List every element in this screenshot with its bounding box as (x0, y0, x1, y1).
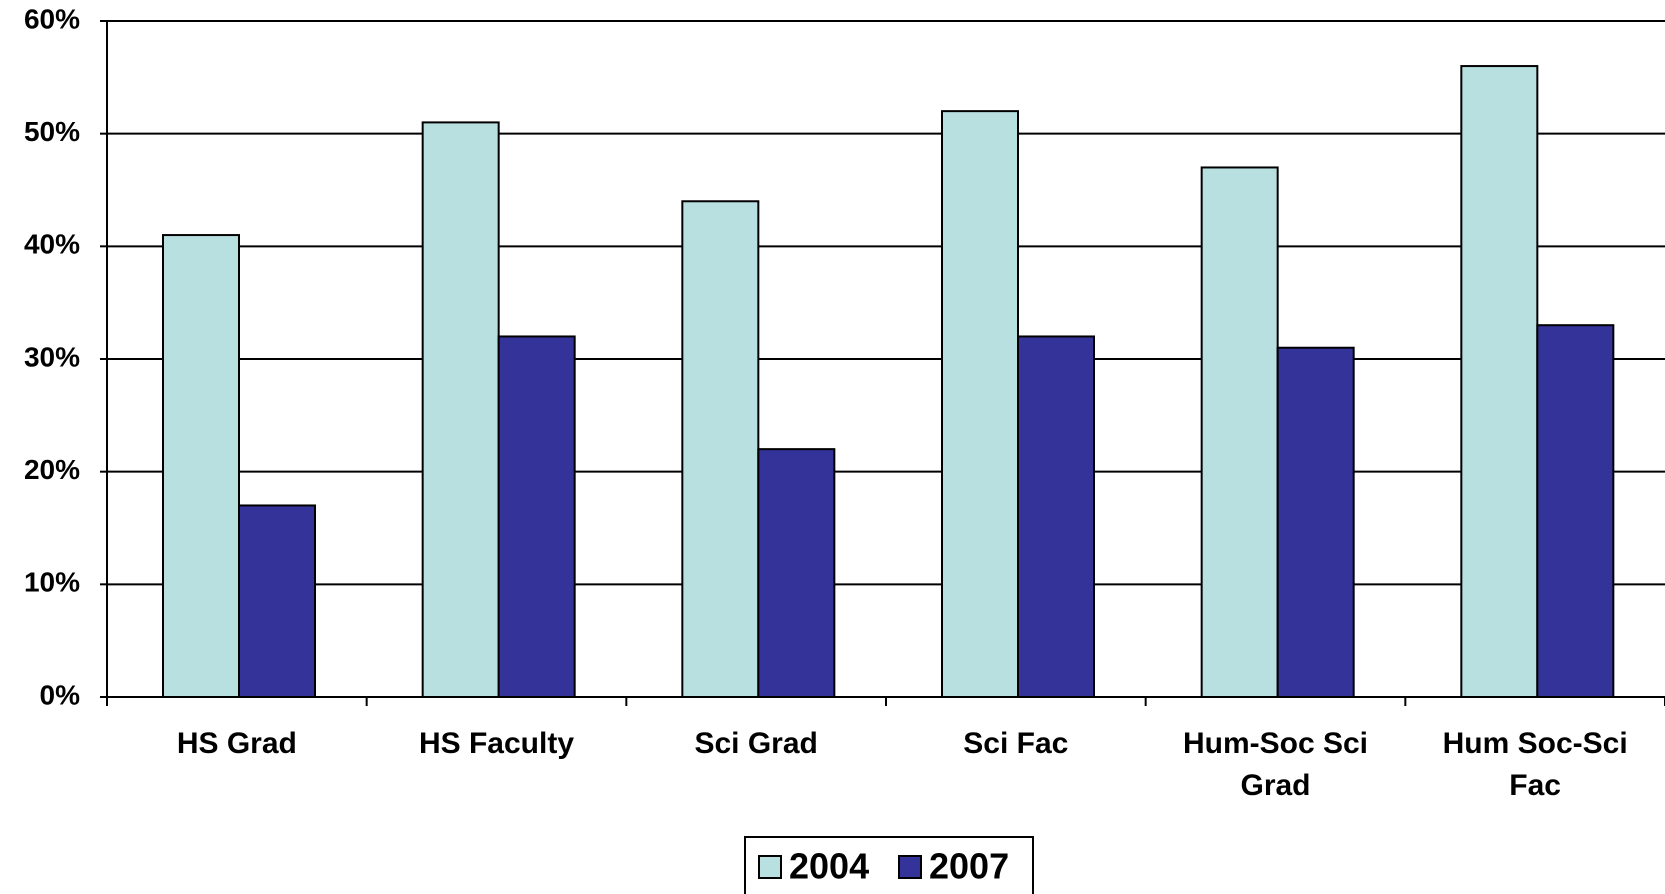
bar (238, 504, 316, 699)
bar (1536, 324, 1615, 698)
x-tick-label: HS Faculty (418, 727, 575, 760)
bar (421, 121, 500, 698)
x-tick-label: Hum Soc-Sci Fac (1442, 727, 1628, 802)
bar (1017, 335, 1095, 698)
legend-label: 2007 (929, 846, 1009, 887)
legend-swatch (758, 855, 782, 879)
bar (941, 110, 1019, 698)
y-tick-label: 30% (24, 341, 80, 372)
y-tick-label: 0% (40, 679, 81, 710)
legend-box (744, 836, 1034, 894)
x-tick-label: Hum-Soc Sci Grad (1182, 727, 1369, 802)
y-tick-label: 20% (24, 454, 80, 485)
bar (497, 335, 576, 698)
legend-label: 2004 (789, 846, 869, 887)
x-tick-label: Sci Grad (694, 727, 818, 760)
bar (1276, 346, 1355, 698)
bar (1460, 65, 1539, 699)
x-tick-label: HS Grad (176, 727, 297, 760)
bar (162, 234, 240, 698)
bar (681, 200, 760, 698)
y-tick-label: 60% (24, 3, 80, 34)
legend-swatch (898, 855, 922, 879)
bar (1200, 166, 1279, 698)
bar (757, 448, 836, 698)
y-tick-label: 50% (24, 116, 80, 147)
x-tick-label: Sci Fac (963, 727, 1069, 760)
y-tick-label: 10% (24, 567, 80, 598)
y-tick-label: 40% (24, 229, 80, 260)
